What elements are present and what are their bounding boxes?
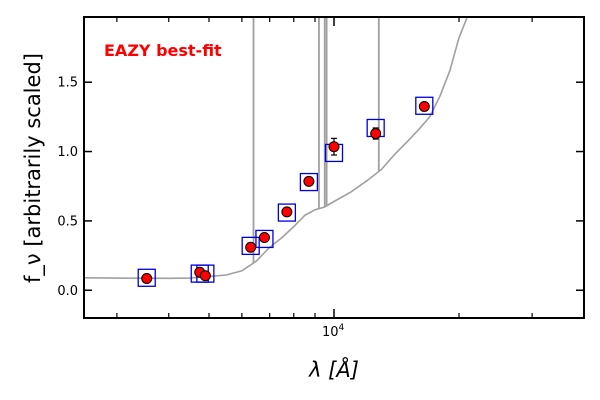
model-flux-box bbox=[299, 172, 319, 192]
model-flux-box bbox=[241, 236, 260, 256]
y-tick-label: 1.5 bbox=[57, 76, 78, 91]
y-axis-label: f_ν [arbitrarily scaled] bbox=[21, 53, 46, 283]
data-point bbox=[141, 272, 153, 284]
model-flux-box bbox=[415, 96, 434, 115]
plot-frame bbox=[83, 16, 585, 319]
data-point bbox=[258, 232, 270, 244]
data-point bbox=[199, 270, 211, 282]
axes-layer: 0.0 0.5 1.0 1.5 104 bbox=[57, 16, 585, 340]
y-tick-label: 0.0 bbox=[57, 284, 78, 299]
data-point bbox=[328, 141, 340, 153]
data-point bbox=[418, 100, 430, 112]
data-point bbox=[370, 128, 382, 140]
model-flux-box bbox=[255, 229, 274, 249]
model-flux-box bbox=[137, 268, 156, 287]
x-tick-label: 104 bbox=[322, 323, 345, 340]
data-point bbox=[303, 175, 315, 187]
y-tick-label: 1.0 bbox=[57, 145, 78, 160]
data-point-layer bbox=[141, 100, 430, 284]
model-flux-box bbox=[277, 203, 297, 222]
x-axis-label: λ [Å] bbox=[308, 356, 359, 382]
data-point bbox=[281, 206, 293, 218]
y-tick-label: 0.5 bbox=[57, 214, 78, 229]
annotation-label: EAZY best-fit bbox=[104, 41, 222, 60]
model-box-layer bbox=[137, 96, 434, 287]
data-point bbox=[245, 241, 257, 253]
